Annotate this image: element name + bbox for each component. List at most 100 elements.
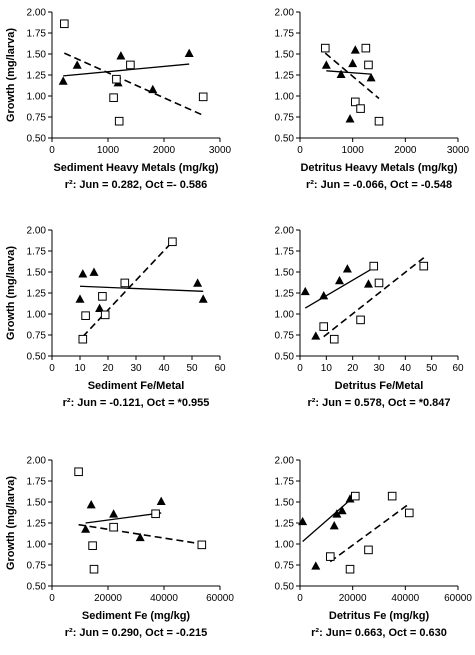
x-axis-label: Detritus Fe (mg/kg) xyxy=(329,610,430,622)
x-tick-label: 40000 xyxy=(150,593,178,604)
r-squared-caption: r²: Jun = -0.066, Oct = -0.548 xyxy=(306,179,452,191)
square-point xyxy=(320,43,330,53)
x-tick-label: 2000 xyxy=(394,145,417,156)
x-axis-label: Sediment Fe/Metal xyxy=(88,380,185,392)
y-tick-label: 1.50 xyxy=(275,498,295,509)
panel-5: 0.50 0.75 1.00 1.25 1.50 1.75 2.00 0 20000 40000 6… xyxy=(5,456,234,640)
x-tick-label: 20000 xyxy=(339,593,367,604)
square-point xyxy=(81,311,90,320)
y-tick-label: 1.25 xyxy=(275,71,295,82)
x-tick-label: 2000 xyxy=(153,145,176,156)
square-point xyxy=(364,60,373,70)
solid-fit-line xyxy=(304,267,375,309)
square-point xyxy=(356,315,365,325)
triangle-point xyxy=(298,516,308,526)
square-point xyxy=(126,60,135,70)
x-tick-label: 20 xyxy=(102,363,114,374)
y-tick-label: 0.75 xyxy=(275,113,295,124)
triangle-point xyxy=(75,294,85,303)
y-tick-label: 0.50 xyxy=(275,134,295,145)
y-tick-label: 2.00 xyxy=(27,456,47,467)
x-tick-label: 50 xyxy=(426,363,438,374)
triangle-point xyxy=(311,561,321,570)
solid-fit-line xyxy=(79,285,204,292)
square-point xyxy=(387,491,397,501)
y-tick-label: 2.00 xyxy=(27,226,47,237)
y-axis-label: Growth (mg/larva) xyxy=(5,246,17,340)
triangle-point xyxy=(350,45,360,54)
y-tick-label: 2.00 xyxy=(275,226,295,237)
x-tick-label: 0 xyxy=(297,363,303,374)
solid-fit-line xyxy=(326,70,372,75)
r-squared-caption: r²: Jun = 0.578, Oct = *0.847 xyxy=(307,397,450,409)
x-tick-label: 60 xyxy=(452,363,464,374)
y-tick-label: 2.00 xyxy=(27,8,47,19)
y-tick-label: 1.00 xyxy=(27,540,47,551)
solid-fit-line xyxy=(85,512,162,524)
x-tick-label: 0 xyxy=(49,593,55,604)
y-tick-label: 1.50 xyxy=(275,50,295,61)
square-point xyxy=(374,116,384,126)
y-tick-label: 1.75 xyxy=(275,477,295,488)
triangle-point xyxy=(311,331,321,340)
triangle-point xyxy=(95,303,105,312)
x-tick-label: 50 xyxy=(186,363,198,374)
square-point xyxy=(74,467,83,477)
triangle-point xyxy=(89,267,99,276)
square-point xyxy=(98,292,107,301)
square-point xyxy=(60,19,69,29)
y-tick-label: 1.75 xyxy=(275,247,295,258)
x-tick-label: 30 xyxy=(373,363,385,374)
triangle-point xyxy=(366,73,376,82)
y-axis-label: Growth (mg/larva) xyxy=(5,28,17,122)
square-point xyxy=(374,278,384,288)
y-tick-label: 1.00 xyxy=(27,92,47,103)
y-tick-label: 0.50 xyxy=(27,352,47,363)
y-tick-label: 1.00 xyxy=(275,310,295,321)
dashed-fit-line xyxy=(78,523,202,545)
triangle-point xyxy=(156,496,166,505)
y-tick-label: 1.25 xyxy=(275,519,295,530)
dashed-fit-line xyxy=(63,52,204,117)
y-tick-label: 0.75 xyxy=(27,561,47,572)
r-squared-caption: r²: Jun= 0.663, Oct = 0.630 xyxy=(311,627,447,639)
y-tick-label: 1.75 xyxy=(27,29,47,40)
x-tick-label: 10 xyxy=(321,363,333,374)
y-tick-label: 1.25 xyxy=(27,289,47,300)
square-point xyxy=(351,97,360,107)
triangle-point xyxy=(363,279,373,288)
square-point xyxy=(361,43,371,53)
square-point xyxy=(109,522,118,532)
panel-2: 0.50 0.75 1.00 1.25 1.50 1.75 2.00 0 1000 2000 300… xyxy=(275,8,470,192)
y-tick-label: 0.75 xyxy=(27,113,47,124)
y-tick-label: 2.00 xyxy=(275,8,295,19)
square-point xyxy=(364,545,373,555)
r-squared-caption: r²: Jun = 0.282, Oct =- 0.586 xyxy=(65,179,207,191)
triangle-point xyxy=(321,60,331,69)
r-squared-caption: r²: Jun = -0.121, Oct = *0.955 xyxy=(63,397,210,409)
triangle-point xyxy=(116,51,126,60)
y-tick-label: 0.75 xyxy=(27,331,47,342)
triangle-point xyxy=(332,509,342,518)
x-tick-label: 40 xyxy=(158,363,170,374)
square-point xyxy=(319,322,328,331)
x-tick-label: 0 xyxy=(49,363,55,374)
x-axis-label: Detritus Heavy Metals (mg/kg) xyxy=(300,162,457,174)
y-tick-label: 0.75 xyxy=(275,331,295,342)
square-point xyxy=(112,74,121,84)
y-tick-label: 1.50 xyxy=(275,268,295,279)
r-squared-caption: r²: Jun = 0.290, Oct = -0.215 xyxy=(65,627,207,639)
dashed-fit-line xyxy=(329,503,410,563)
panel-4: 0.50 0.75 1.00 1.25 1.50 1.75 2.00 0 10 20 30 40 50 6… xyxy=(275,226,464,410)
triangle-point xyxy=(109,509,119,518)
square-point xyxy=(356,104,365,113)
square-point xyxy=(109,93,118,102)
square-point xyxy=(197,540,207,550)
square-point xyxy=(120,278,130,288)
x-tick-label: 0 xyxy=(297,593,303,604)
x-axis-label: Sediment Fe (mg/kg) xyxy=(82,610,191,622)
square-point xyxy=(100,310,110,320)
y-tick-label: 1.25 xyxy=(27,71,47,82)
triangle-point xyxy=(342,264,352,273)
